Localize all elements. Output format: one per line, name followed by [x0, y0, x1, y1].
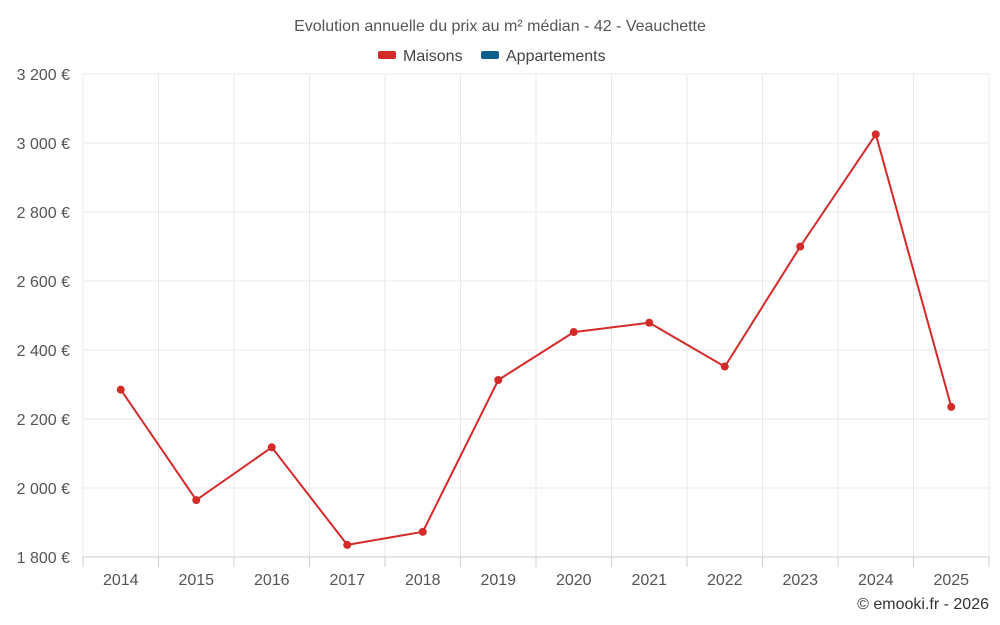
data-point[interactable] — [720, 362, 729, 371]
chart-title: Evolution annuelle du prix au m² médian … — [294, 18, 706, 35]
data-point[interactable] — [569, 328, 578, 337]
x-tick-label: 2020 — [556, 572, 592, 589]
x-tick-label: 2016 — [254, 572, 290, 589]
legend-label-maisons[interactable]: Maisons — [403, 48, 463, 65]
x-tick-label: 2018 — [405, 572, 441, 589]
legend[interactable]: Maisons Appartements — [378, 48, 606, 65]
data-point[interactable] — [116, 385, 125, 394]
legend-swatch-maisons[interactable] — [378, 51, 396, 59]
x-tick-label: 2025 — [933, 572, 969, 589]
x-tick-label: 2014 — [103, 572, 139, 589]
x-tick-label: 2019 — [480, 572, 516, 589]
y-tick-label: 3 200 € — [17, 67, 70, 84]
x-tick-label: 2024 — [858, 572, 894, 589]
y-tick-label: 1 800 € — [17, 550, 70, 567]
credit-text: © emooki.fr - 2026 — [857, 596, 989, 613]
y-tick-label: 2 200 € — [17, 412, 70, 429]
x-tick-label: 2021 — [631, 572, 667, 589]
x-tick-label: 2023 — [782, 572, 818, 589]
data-point[interactable] — [494, 376, 503, 385]
y-tick-label: 2 400 € — [17, 343, 70, 360]
series-maisons — [116, 130, 956, 549]
y-tick-label: 3 000 € — [17, 136, 70, 153]
x-tick-label: 2017 — [329, 572, 365, 589]
legend-swatch-appartements[interactable] — [481, 51, 499, 59]
data-point[interactable] — [796, 242, 805, 251]
data-point[interactable] — [871, 130, 880, 139]
data-point[interactable] — [645, 318, 654, 327]
data-point[interactable] — [947, 402, 956, 411]
data-point[interactable] — [192, 496, 201, 505]
x-tick-label: 2015 — [178, 572, 214, 589]
y-tick-label: 2 800 € — [17, 205, 70, 222]
data-point[interactable] — [343, 540, 352, 549]
data-point[interactable] — [267, 443, 276, 452]
axes: 1 800 € 2 000 € 2 200 € 2 400 € 2 600 € 2 800… — [17, 67, 990, 589]
series-line — [119, 133, 953, 546]
legend-label-appartements[interactable]: Appartements — [506, 48, 606, 65]
x-tick-label: 2022 — [707, 572, 743, 589]
gridlines — [82, 73, 990, 557]
y-tick-label: 2 600 € — [17, 274, 70, 291]
y-tick-label: 2 000 € — [17, 481, 70, 498]
data-point[interactable] — [418, 527, 427, 536]
